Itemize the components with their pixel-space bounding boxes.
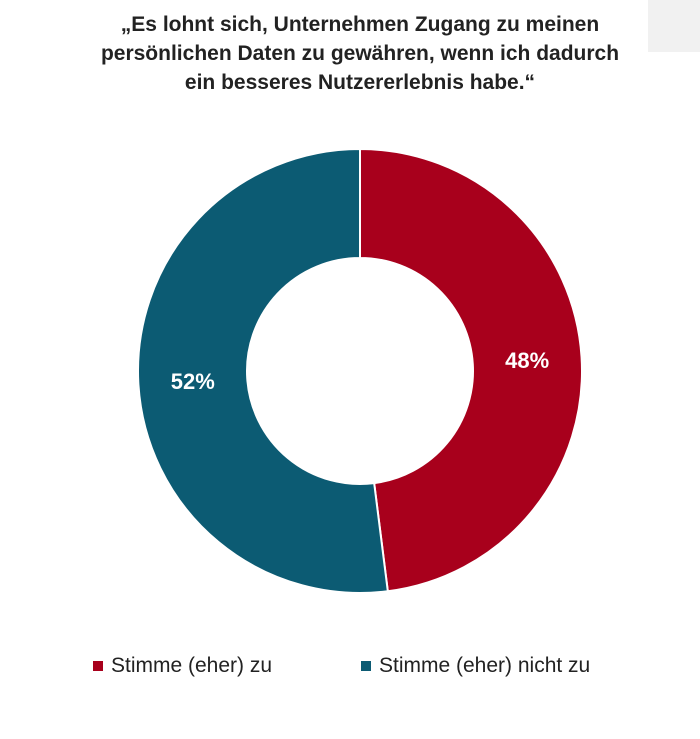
- donut-slice-label-1: 52%: [171, 369, 215, 394]
- legend-label-disagree: Stimme (eher) nicht zu: [379, 654, 591, 677]
- chart-title-line-3: ein besseres Nutzererlebnis habe.“: [184, 71, 536, 94]
- corner-panel: [648, 0, 700, 52]
- legend-label-agree: Stimme (eher) zu: [111, 654, 273, 677]
- donut-slice-1: [137, 147, 389, 594]
- chart-title-line-2: persönlichen Daten zu gewähren, wenn ich…: [100, 42, 620, 65]
- chart-title-line-1: „Es lohnt sich, Unternehmen Zugang zu me…: [120, 13, 600, 36]
- donut-slice-label-0: 48%: [505, 348, 549, 373]
- legend-item-disagree: Stimme (eher) nicht zu: [361, 654, 590, 678]
- donut-slice-0: [359, 147, 583, 593]
- legend-swatch-agree: [93, 661, 103, 671]
- chart-title: „Es lohnt sich, Unternehmen Zugang zu me…: [40, 10, 680, 97]
- legend-swatch-disagree: [361, 661, 371, 671]
- legend-item-agree: Stimme (eher) zu: [93, 654, 272, 678]
